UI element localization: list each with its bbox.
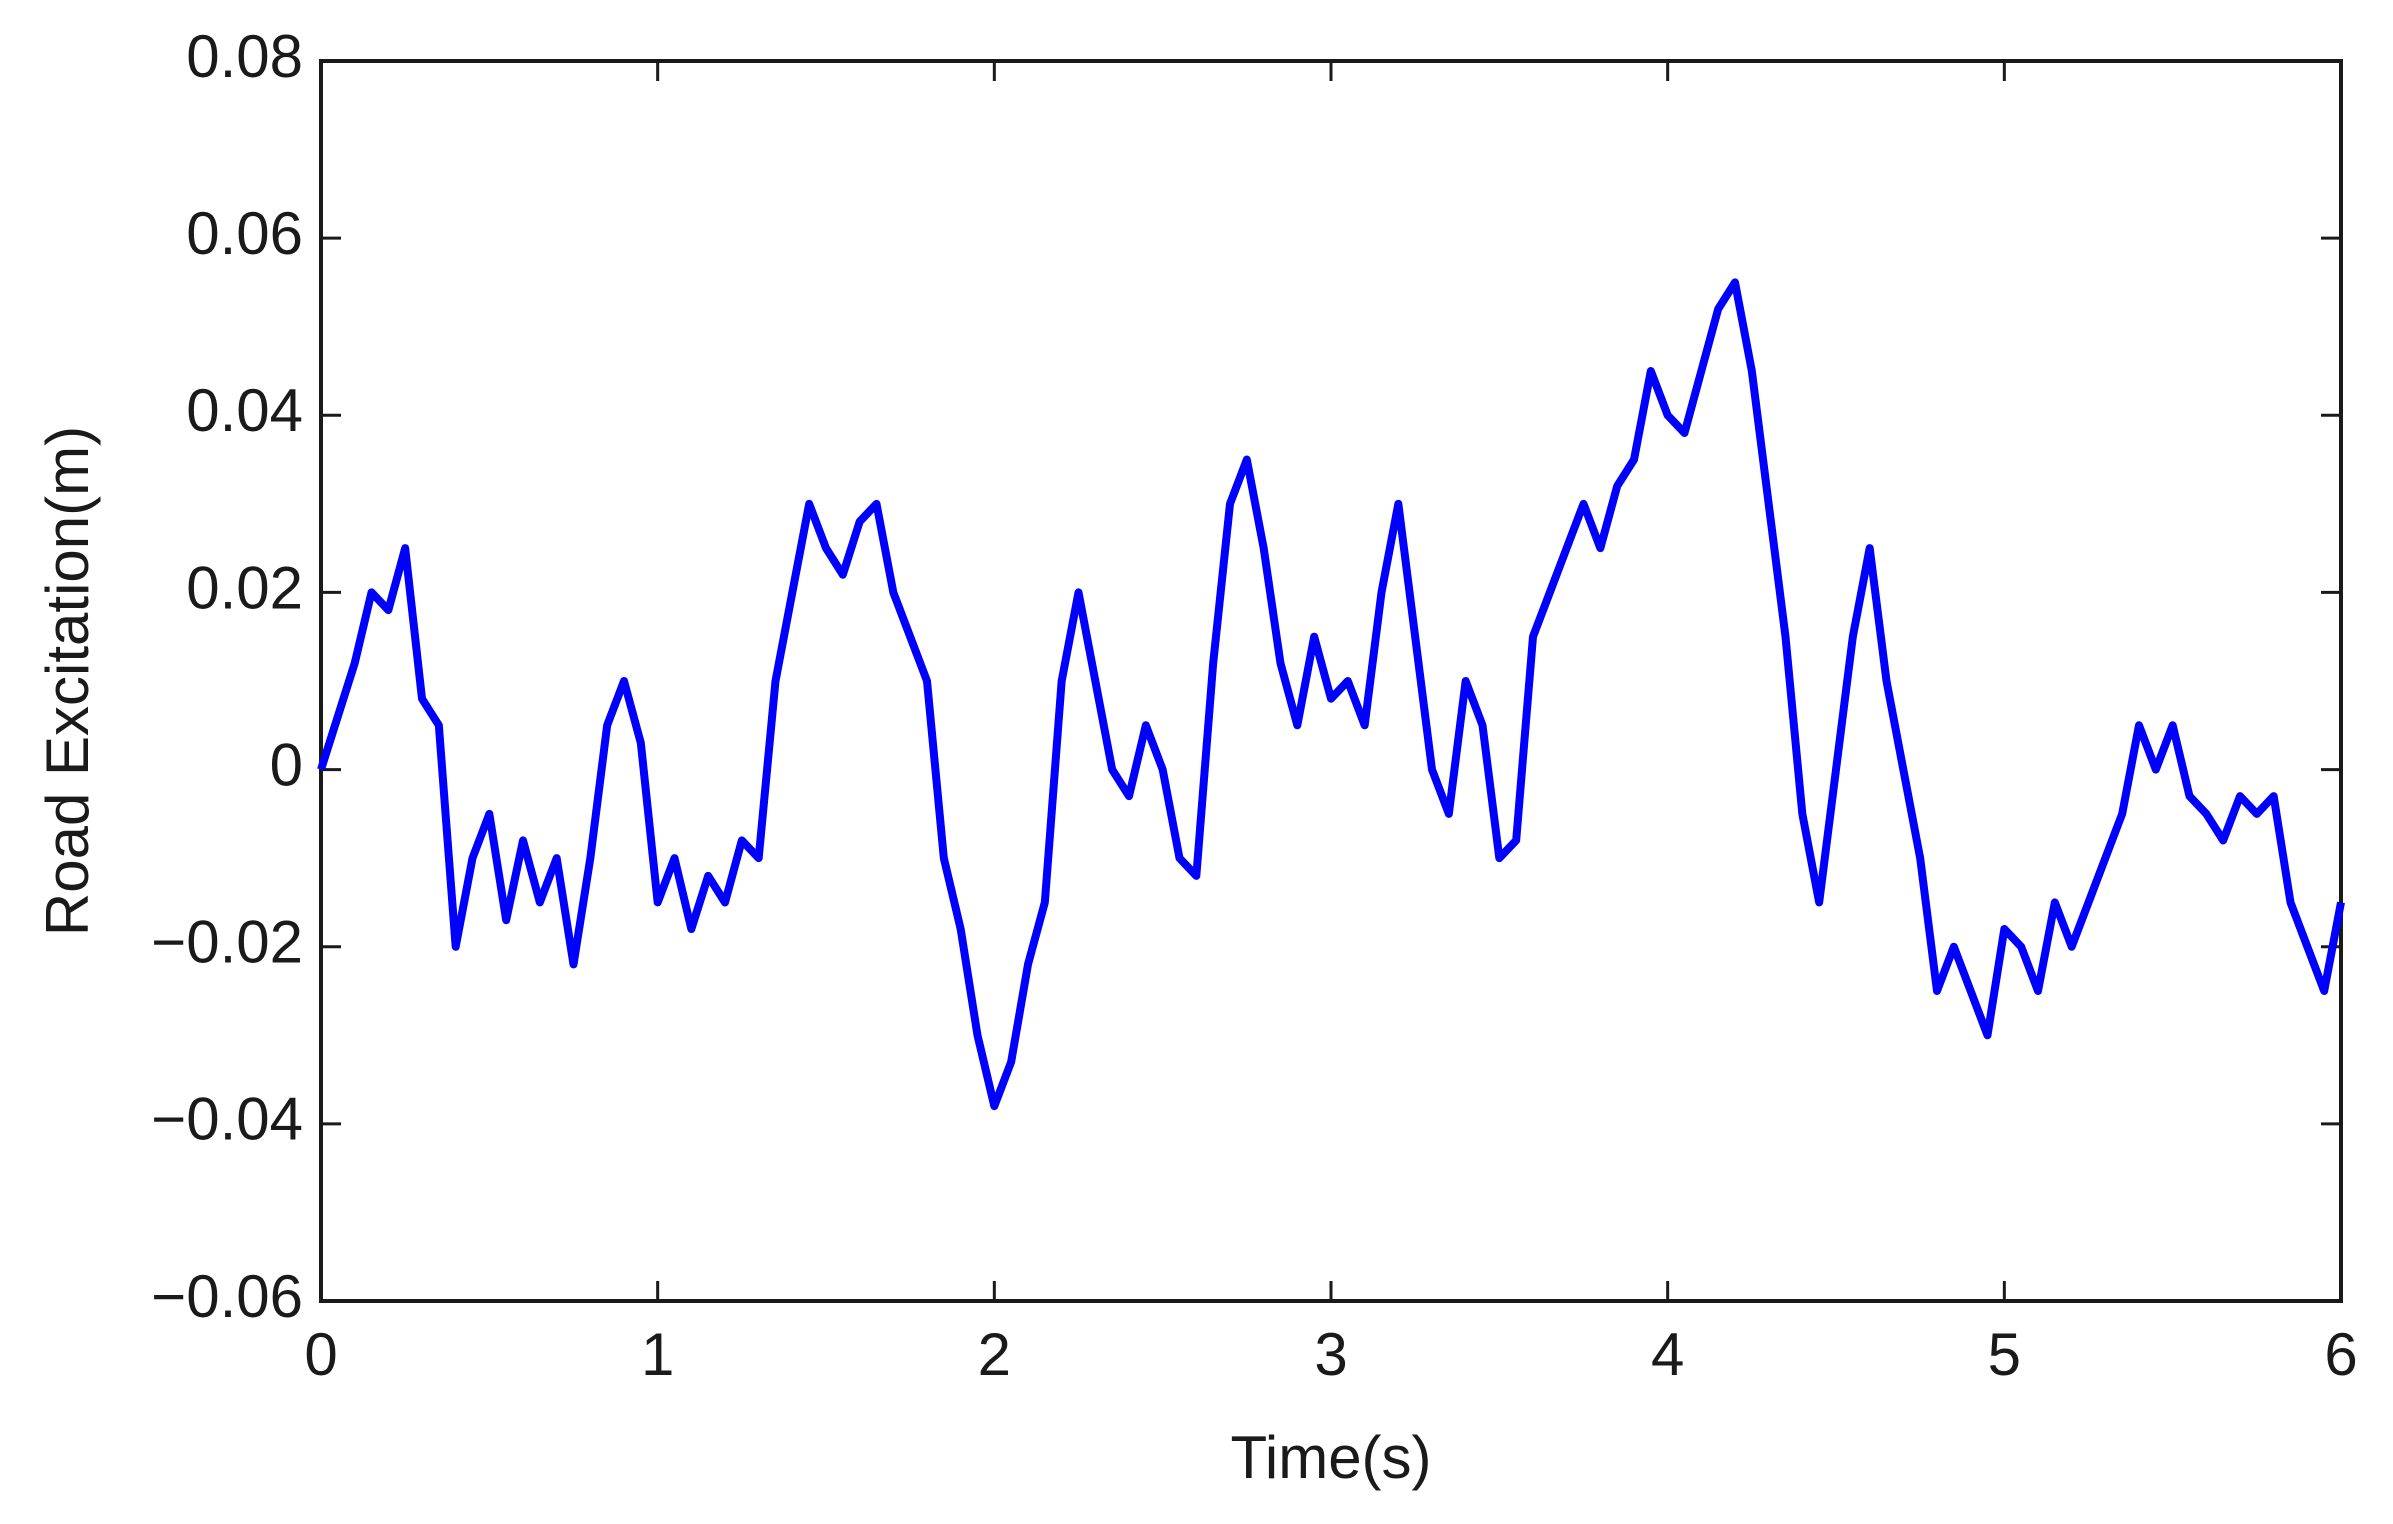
y-tick-label: 0 [270, 731, 303, 798]
y-tick-label: 0.08 [186, 23, 303, 90]
x-tick-label: 2 [978, 1321, 1011, 1388]
x-tick-label: 1 [641, 1321, 674, 1388]
y-tick-label: −0.04 [151, 1086, 303, 1153]
y-tick-label: 0.04 [186, 377, 303, 444]
x-tick-label: 5 [1988, 1321, 2021, 1388]
y-tick-label: 0.02 [186, 554, 303, 621]
x-tick-label: 4 [1651, 1321, 1684, 1388]
y-tick-label: −0.02 [151, 909, 303, 976]
y-tick-label: −0.06 [151, 1263, 303, 1330]
y-axis-label: Road Excitation(m) [34, 426, 101, 936]
x-tick-label: 3 [1314, 1321, 1347, 1388]
y-tick-label: 0.06 [186, 200, 303, 267]
x-tick-label: 6 [2324, 1321, 2357, 1388]
data-line [317, 278, 2345, 1111]
x-tick-label: 0 [304, 1321, 337, 1388]
x-axis-label: Time(s) [1230, 1424, 1431, 1491]
